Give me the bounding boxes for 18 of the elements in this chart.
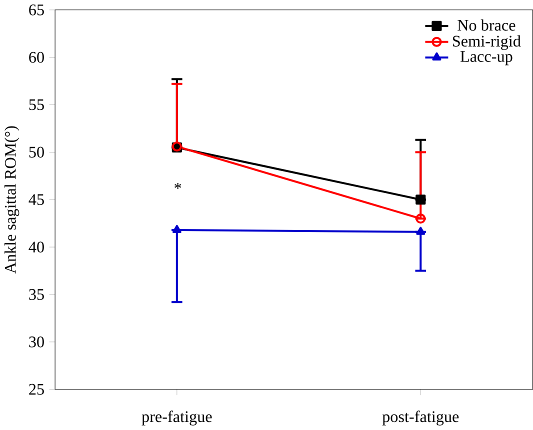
point: [416, 214, 426, 224]
y-tick-label: 50: [29, 146, 44, 158]
y-tick-label: 40: [28, 242, 44, 253]
x-tick-label: pre-fatigue: [142, 410, 212, 426]
y-tick-label: 25: [29, 384, 44, 395]
legend-label: Semi-rigid: [452, 35, 521, 50]
y-axis-title: Ankle sagittal ROM(°): [4, 126, 20, 274]
y-tick-label: 55: [29, 99, 44, 110]
y-tick-label: 45: [28, 194, 44, 206]
legend-label: No brace: [458, 19, 516, 31]
annotation: *: [174, 182, 182, 189]
point: [416, 194, 426, 205]
x-tick-label: post-fatigue: [382, 410, 459, 426]
y-tick-label: 65: [29, 4, 44, 16]
y-tick-label: 60: [29, 52, 44, 63]
legend-label: Lacc-up: [460, 51, 512, 66]
y-tick-label: 30: [29, 336, 44, 348]
y-tick-label: 35: [29, 289, 44, 300]
